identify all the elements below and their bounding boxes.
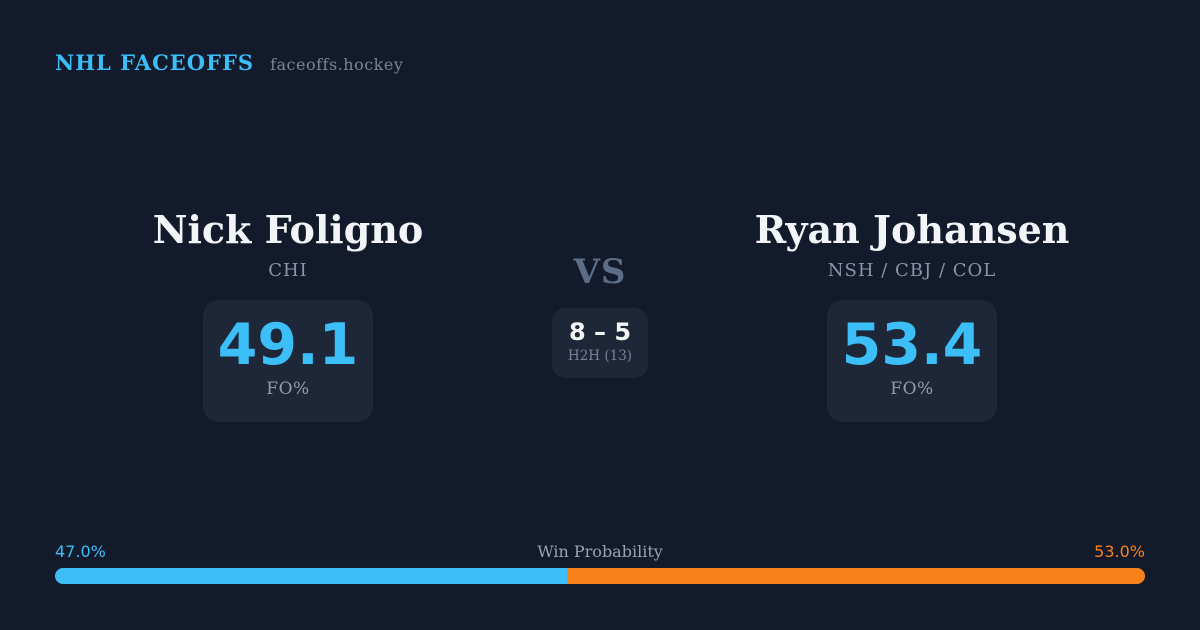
- player-left-stat-label: FO%: [266, 379, 310, 399]
- win-probability-bar: [55, 568, 1145, 584]
- header: NHL FACEOFFS faceoffs.hockey: [55, 50, 403, 75]
- win-probability-left-pct: 47.0%: [55, 542, 106, 561]
- player-right-name: Ryan Johansen: [754, 207, 1070, 252]
- h2h-box: 8 – 5 H2H (13): [552, 308, 648, 378]
- vs-label: VS: [573, 252, 627, 292]
- h2h-label: H2H (13): [567, 348, 633, 364]
- player-right-stat-value: 53.4: [841, 312, 983, 378]
- brand-title: NHL FACEOFFS: [55, 50, 255, 75]
- win-probability-right-pct: 53.0%: [1094, 542, 1145, 561]
- win-probability-labels: 47.0% Win Probability 53.0%: [55, 542, 1145, 564]
- player-right-stat-box: 53.4 FO%: [827, 300, 997, 422]
- player-left-stat-box: 49.1 FO%: [203, 300, 373, 422]
- player-right-teams: NSH / CBJ / COL: [827, 260, 997, 281]
- h2h-score: 8 – 5: [568, 318, 632, 346]
- win-probability-title: Win Probability: [537, 542, 663, 561]
- player-right-stat-label: FO%: [890, 379, 934, 399]
- win-probability-bar-right-segment: [567, 568, 1145, 584]
- versus-column: VS 8 – 5 H2H (13): [535, 252, 665, 378]
- player-left-stat-value: 49.1: [217, 312, 359, 378]
- player-left-name: Nick Foligno: [152, 207, 424, 252]
- player-right-column: Ryan Johansen NSH / CBJ / COL 53.4 FO%: [722, 208, 1102, 422]
- player-left-column: Nick Foligno CHI 49.1 FO%: [98, 208, 478, 422]
- site-url: faceoffs.hockey: [270, 55, 404, 74]
- player-left-teams: CHI: [268, 260, 308, 281]
- win-probability-bar-left-segment: [55, 568, 568, 584]
